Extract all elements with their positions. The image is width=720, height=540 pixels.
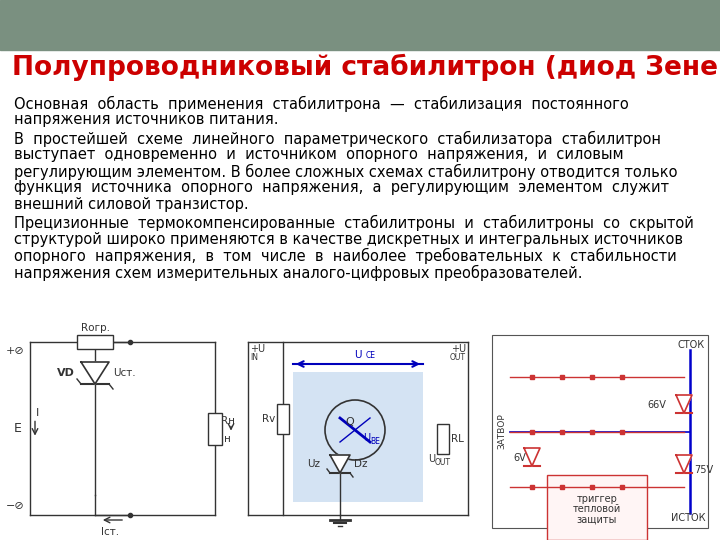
Text: +⊘: +⊘ — [6, 346, 25, 356]
Bar — [437, 423, 449, 454]
Text: тепловой: тепловой — [573, 504, 621, 515]
Text: Rогр.: Rогр. — [81, 323, 109, 333]
Bar — [277, 403, 289, 434]
Polygon shape — [676, 455, 692, 473]
Polygon shape — [676, 395, 692, 413]
Text: выступает  одновременно  и  источником  опорного  напряжения,  и  силовым: выступает одновременно и источником опор… — [14, 147, 624, 162]
Bar — [0, 0, 720, 50]
Bar — [492, 335, 708, 528]
Text: напряжения схем измерительных аналого-цифровых преобразователей.: напряжения схем измерительных аналого-ци… — [14, 265, 582, 281]
Polygon shape — [81, 362, 109, 384]
Text: ИСТОК: ИСТОК — [670, 513, 705, 523]
Text: Прецизионные  термокомпенсированные  стабилитроны  и  стабилитроны  со  скрытой: Прецизионные термокомпенсированные стаби… — [14, 215, 694, 231]
Text: Iн: Iн — [221, 434, 231, 443]
Bar — [77, 335, 113, 349]
Text: структурой широко применяются в качестве дискретных и интегральных источников: структурой широко применяются в качестве… — [14, 232, 683, 247]
Polygon shape — [330, 455, 350, 473]
Text: Iст.: Iст. — [101, 527, 119, 537]
Bar — [208, 413, 222, 444]
Text: 66V: 66V — [647, 400, 666, 410]
Text: BE: BE — [370, 437, 380, 447]
Polygon shape — [524, 448, 540, 466]
Text: защиты: защиты — [577, 515, 617, 524]
Text: регулирующим элементом. В более сложных схемах стабилитрону отводится только: регулирующим элементом. В более сложных … — [14, 164, 678, 180]
Text: −⊘: −⊘ — [6, 501, 25, 511]
Text: 75V: 75V — [694, 465, 713, 475]
Text: Rv: Rv — [262, 414, 275, 423]
Text: +U: +U — [250, 344, 265, 354]
Text: VD: VD — [57, 368, 75, 378]
Bar — [547, 475, 647, 540]
Text: Основная  область  применения  стабилитрона  —  стабилизация  постоянного: Основная область применения стабилитрона… — [14, 96, 629, 112]
Text: Dz: Dz — [354, 459, 367, 469]
Text: Полупроводниковый стабилитрон (диод Зенера): Полупроводниковый стабилитрон (диод Зене… — [12, 53, 720, 81]
Text: триггер: триггер — [577, 495, 618, 504]
Text: U: U — [363, 433, 370, 443]
Text: В  простейшей  схеме  линейного  параметрического  стабилизатора  стабилитрон: В простейшей схеме линейного параметриче… — [14, 131, 661, 147]
Text: U: U — [354, 350, 361, 360]
Text: напряжения источников питания.: напряжения источников питания. — [14, 112, 279, 127]
Text: CE: CE — [366, 351, 376, 360]
Text: U: U — [428, 454, 435, 463]
Text: OUT: OUT — [450, 353, 466, 362]
Text: RL: RL — [451, 434, 464, 443]
Text: +U: +U — [451, 344, 466, 354]
Text: внешний силовой транзистор.: внешний силовой транзистор. — [14, 197, 248, 212]
Text: I: I — [36, 408, 40, 418]
Text: СТОК: СТОК — [678, 340, 705, 350]
Text: Uz: Uz — [307, 459, 320, 469]
Text: Q: Q — [346, 417, 354, 427]
Text: OUT: OUT — [435, 458, 451, 467]
Text: функция  источника  опорного  напряжения,  а  регулирующим  элементом  служит: функция источника опорного напряжения, а… — [14, 180, 669, 195]
Text: E: E — [14, 422, 22, 435]
Text: опорного  напряжения,  в  том  числе  в  наиболее  требовательных  к  стабильнос: опорного напряжения, в том числе в наибо… — [14, 248, 677, 265]
Bar — [293, 372, 423, 502]
Text: Rн: Rн — [221, 415, 235, 426]
Text: 6V: 6V — [513, 453, 526, 463]
Text: IN: IN — [250, 353, 258, 362]
Text: Uст.: Uст. — [113, 368, 135, 378]
Text: ЗАТВОР: ЗАТВОР — [498, 414, 506, 449]
